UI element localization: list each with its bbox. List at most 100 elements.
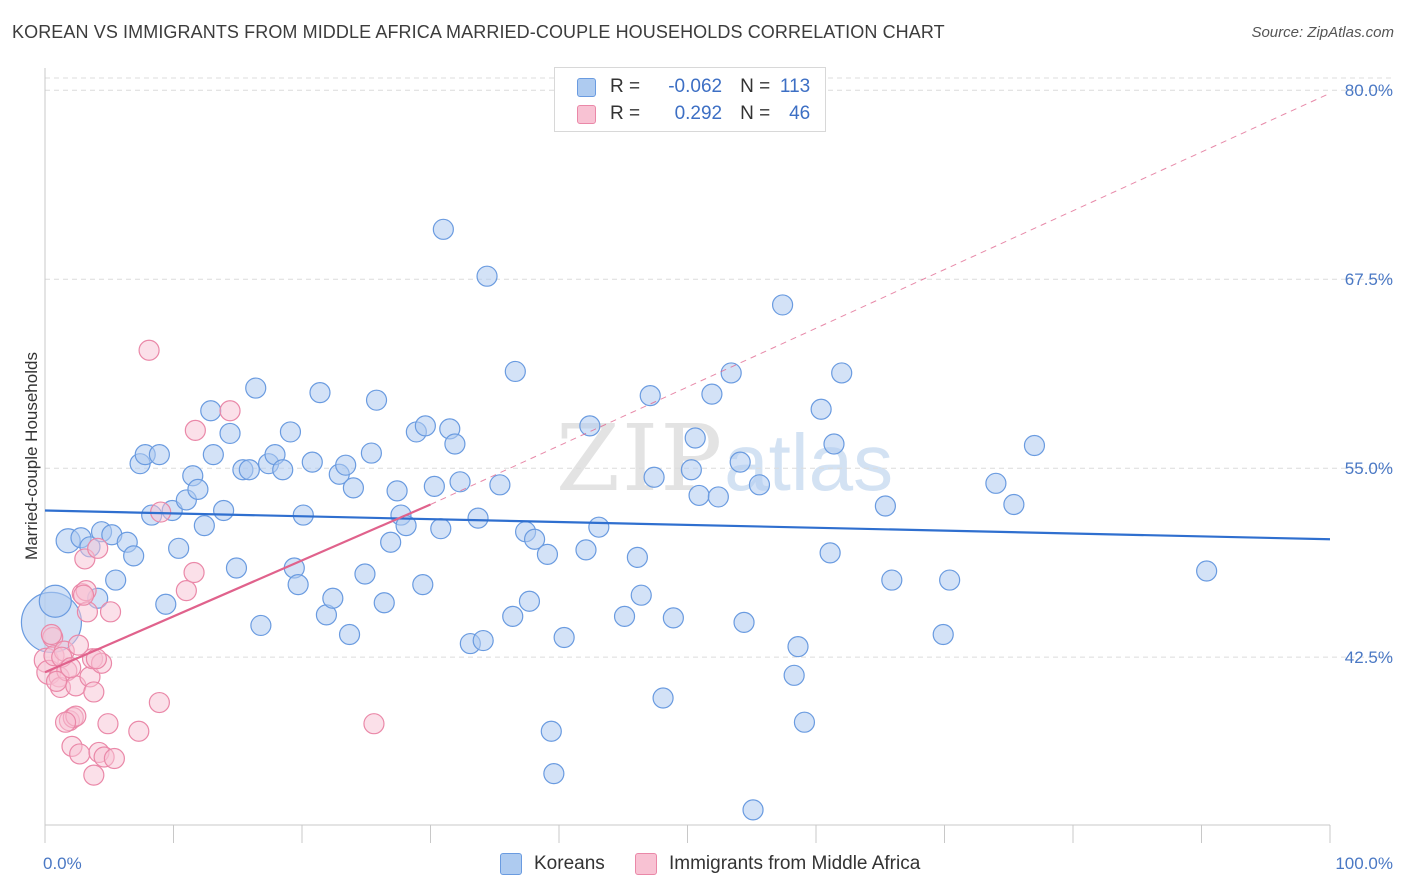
korean-point [502,605,524,627]
legend-r-label-africa: R = [610,103,641,124]
korean-point [123,545,145,567]
korean-point [200,400,222,422]
korean-point [38,584,72,618]
korean-point [449,471,471,493]
africa-point [69,743,91,765]
africa-point [87,537,109,559]
bottom-legend-swatch-korean [500,853,522,875]
korean-point [373,592,395,614]
africa-point [97,713,119,735]
africa-point [138,339,160,361]
korean-point [720,362,742,384]
korean-point [365,389,388,411]
correlation-legend: R = -0.062 N = 113 R = 0.292 N = 46 [554,67,826,132]
korean-point [238,459,260,481]
x-tick-label-min: 0.0% [43,854,82,873]
korean-point [662,607,684,629]
korean-point [819,542,841,564]
korean-point [939,569,961,591]
korean-point [518,590,541,612]
korean-point [467,507,489,529]
korean-point [630,584,652,606]
korean-point [489,474,511,496]
africa-point [183,561,205,584]
korean-trend-line [44,509,1331,541]
africa-point [67,634,90,656]
korean-point [652,687,674,709]
korean-point [613,605,636,627]
korean-point [783,664,805,686]
africa-point [184,419,206,442]
korean-point [335,454,357,476]
africa-trend-line [44,503,431,674]
korean-point [793,711,816,733]
korean-point [412,574,434,596]
korean-point [1003,493,1025,516]
korean-point [187,478,209,500]
axis-labels: 42.5% 55.0% 67.5% 80.0% 0.0% 100.0% Married-co… [22,81,1393,873]
axes [44,68,1331,843]
bottom-legend-label-korean: Koreans [534,853,605,874]
korean-point [985,472,1007,494]
korean-point [414,415,436,437]
korean-point [213,499,235,522]
korean-point [472,629,494,652]
africa-point [103,747,125,770]
korean-point [823,433,845,455]
korean-point [684,427,706,449]
y-tick-label: 42.5% [1345,648,1393,667]
legend-swatch-africa [577,104,596,124]
africa-point [128,720,150,742]
korean-point [272,459,294,481]
chart-title: KOREAN VS IMMIGRANTS FROM MIDDLE AFRICA … [12,22,945,42]
korean-point [771,294,794,316]
korean-point [643,466,665,488]
legend-n-label-africa: N = [740,103,771,124]
korean-point [245,377,267,399]
legend-n-value-africa: 46 [789,103,811,124]
y-tick-label: 80.0% [1345,81,1393,100]
africa-trend-extension [430,92,1331,505]
y-tick-label: 67.5% [1345,270,1393,289]
korean-point [322,587,344,609]
korean-point [301,451,323,473]
x-tick-label-max: 100.0% [1335,854,1393,873]
africa-point [54,711,77,733]
korean-point [536,543,559,565]
legend-n-value-korean: 113 [779,76,811,97]
legend-n-label-korean: N = [740,76,771,97]
legend-row-africa: R = 0.292 N = 46 [577,101,810,127]
korean-point [523,528,546,550]
korean-point [193,515,215,537]
africa-point [85,648,108,670]
korean-point [701,383,723,405]
korean-point [588,516,610,538]
korean-point [707,486,729,508]
africa-point [148,691,170,714]
korean-point [423,475,445,497]
korean-point [430,518,452,540]
chart-source: Source: ZipAtlas.com [1251,24,1394,41]
korean-point [742,799,764,821]
korean-point [504,360,526,383]
korean-point [553,626,575,649]
korean-point [202,443,224,466]
korean-point [279,421,302,443]
korean-point [155,593,177,615]
korean-point [729,451,751,473]
korean-point [831,362,853,384]
korean-point [575,539,597,561]
africa-points [33,339,385,786]
bottom-legend-africa[interactable]: Immigrants from Middle Africa [635,851,920,877]
africa-point [99,601,122,623]
korean-point [810,398,832,420]
korean-point [386,480,408,502]
korean-point [338,623,361,646]
korean-point [250,614,272,637]
y-tick-label: 55.0% [1345,459,1393,478]
korean-point [225,557,248,579]
korean-point [543,762,565,785]
korean-point [626,546,648,569]
bottom-legend-korean[interactable]: Koreans [500,851,605,877]
